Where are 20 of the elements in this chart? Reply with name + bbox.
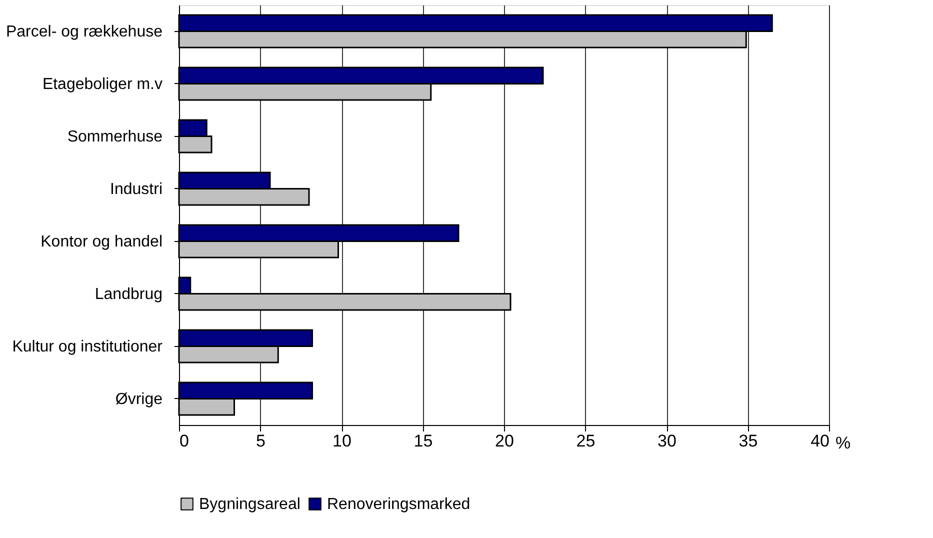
x-tick-label: 35 [738,432,758,450]
y-tick-label: Etageboliger m.v [42,76,162,93]
legend-label: Bygningsareal [199,496,300,513]
x-tick-label: 20 [495,432,514,450]
y-tick-label: Øvrige [115,390,163,408]
x-tick-label: 15 [414,432,433,450]
y-tick-label: Parcel- og rækkehuse [6,23,163,40]
x-tick-label: 0 [180,432,189,450]
y-tick-label: Kontor og handel [40,233,162,250]
x-tick-label: 40 [810,432,830,450]
x-tick-label: 25 [576,432,596,450]
legend-label: Renoveringsmarked [327,496,470,513]
x-tick-label: 10 [332,432,352,450]
y-tick-label: Sommerhuse [67,128,163,146]
y-tick-label: Landbrug [94,286,162,303]
x-tick-label: 5 [256,432,266,450]
x-tick-label: 30 [658,432,676,450]
y-tick-label: Industri [110,180,162,198]
y-tick-label: Kultur og institutioner [12,338,164,356]
x-axis-title: % [836,434,851,452]
